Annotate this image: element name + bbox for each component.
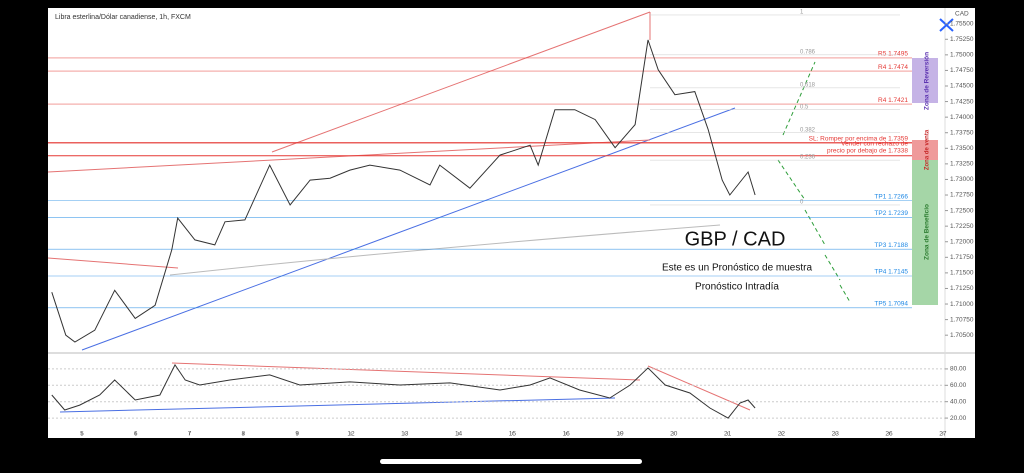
- note: Pronóstico Intradía: [695, 282, 779, 293]
- fib-label: 0.618: [800, 82, 816, 88]
- x-tick-label: 14: [455, 431, 463, 438]
- home-bar: [380, 459, 642, 464]
- x-tick-label: 5: [80, 431, 84, 438]
- chart-area: [48, 8, 975, 438]
- y-tick-label: 1.74750: [950, 67, 974, 74]
- y-tick-label: 60.00: [950, 382, 967, 389]
- x-tick-label: 12: [347, 431, 355, 438]
- x-tick-label: 27: [939, 431, 947, 438]
- x-tick-label: 7: [188, 431, 192, 438]
- zone-profit: [912, 160, 938, 305]
- x-tick-label: 9: [295, 431, 299, 438]
- level-label: TP3 1.7188: [874, 242, 908, 249]
- chart-title: Libra esterlina/Dólar canadiense, 1h, FX…: [55, 14, 191, 21]
- y-tick-label: 1.72250: [950, 223, 974, 230]
- zone-label: Zona de Beneficio: [924, 204, 931, 260]
- level-label: Vender con rechazo de: [841, 140, 908, 147]
- zone-sell: [912, 140, 938, 160]
- x-tick-label: 22: [778, 431, 786, 438]
- x-tick-label: 20: [670, 431, 678, 438]
- y-tick-label: 1.71250: [950, 285, 974, 292]
- x-tick-label: 19: [616, 431, 624, 438]
- y-tick-label: 1.73500: [950, 145, 974, 152]
- fib-label: 1: [800, 10, 804, 16]
- close-icon[interactable]: [939, 18, 954, 32]
- x-tick-label: 23: [832, 431, 840, 438]
- price-line: [51, 363, 756, 419]
- fib-label: 0.236: [800, 155, 816, 161]
- axis-label: CAD: [955, 11, 969, 18]
- y-tick-label: 1.75000: [950, 52, 974, 59]
- y-tick-label: 1.71000: [950, 301, 974, 308]
- y-tick-label: 40.00: [950, 398, 967, 405]
- level-label: TP2 1.7239: [874, 210, 908, 217]
- level-label: SL: Romper por encima de 1.7359: [809, 135, 909, 142]
- y-tick-label: 1.71500: [950, 270, 974, 277]
- y-tick-label: 1.72750: [950, 192, 974, 199]
- y-tick-label: 1.72500: [950, 207, 974, 214]
- zone-label: Zona de venta: [925, 129, 931, 170]
- y-tick-label: 1.74500: [950, 83, 974, 90]
- y-tick-label: 1.73750: [950, 129, 974, 136]
- level-label: precio por debajo de 1.7338: [827, 147, 908, 154]
- headline: GBP / CAD: [685, 228, 786, 250]
- level-label: TP4 1.7145: [874, 269, 908, 276]
- x-tick-label: 15: [509, 431, 517, 438]
- level-label: R4 1.7421: [878, 97, 908, 104]
- level-label: TP1 1.7266: [874, 193, 908, 200]
- y-tick-label: 1.75250: [950, 36, 974, 43]
- level-label: R4 1.7474: [878, 64, 908, 71]
- x-tick-label: 8: [242, 431, 246, 438]
- x-tick-label: 13: [401, 431, 409, 438]
- y-tick-label: 80.00: [950, 366, 967, 373]
- fib-label: 0: [800, 200, 804, 206]
- y-tick-label: 1.71750: [950, 254, 974, 261]
- level-label: R5 1.7495: [878, 51, 908, 58]
- trendlines: [47, 11, 751, 413]
- y-tick-label: 20.00: [950, 415, 967, 422]
- level-label: TP5 1.7094: [874, 300, 908, 307]
- fib-label: 0.5: [800, 104, 809, 110]
- x-tick-label: 16: [563, 431, 571, 438]
- x-tick-label: 21: [724, 431, 732, 438]
- price-line: [51, 39, 756, 343]
- y-tick-label: 1.73250: [950, 161, 974, 168]
- note: Este es un Pronóstico de muestra: [662, 263, 813, 274]
- y-tick-label: 1.74000: [950, 114, 974, 121]
- fib-label: 0.382: [800, 127, 816, 133]
- y-tick-label: 1.73000: [950, 176, 974, 183]
- y-tick-label: 1.75500: [950, 20, 974, 27]
- y-tick-label: 1.74250: [950, 98, 974, 105]
- y-tick-label: 1.70750: [950, 316, 974, 323]
- y-tick-label: 1.70500: [950, 332, 974, 339]
- x-tick-label: 26: [885, 431, 893, 438]
- zone-label: Zona de Reversión: [924, 52, 931, 110]
- x-tick-label: 6: [134, 431, 138, 438]
- fib-label: 0.786: [800, 49, 816, 55]
- zone-reversal: [912, 58, 938, 103]
- y-tick-label: 1.72000: [950, 238, 974, 245]
